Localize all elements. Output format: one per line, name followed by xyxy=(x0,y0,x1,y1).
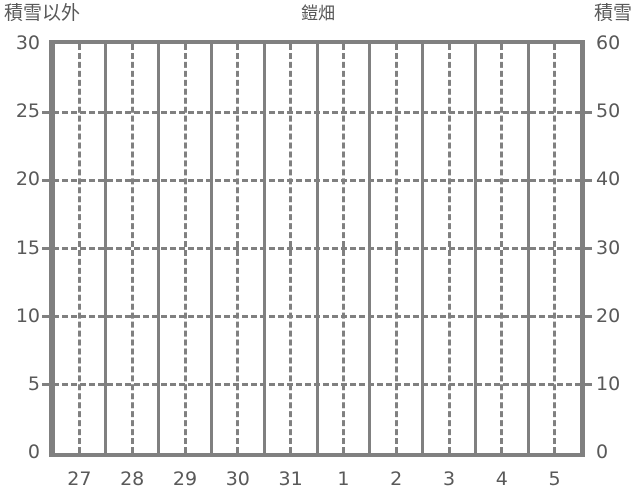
axis-tick-left xyxy=(42,247,49,250)
x-tick-label: 4 xyxy=(495,468,508,490)
y-tick-label-right: 30 xyxy=(596,236,621,259)
y-tick-label-right: 0 xyxy=(596,441,609,463)
gridline-horizontal xyxy=(53,315,581,319)
y-tick-label-left: 25 xyxy=(15,100,40,123)
x-tick-label: 31 xyxy=(278,468,303,490)
x-tick-label: 3 xyxy=(442,468,456,490)
axis-tick-right xyxy=(585,247,592,250)
axis-tick-right xyxy=(585,315,592,319)
x-tick-label: 27 xyxy=(67,468,92,490)
axis-tick-right xyxy=(585,178,592,182)
axis-tick-left xyxy=(42,178,49,182)
y-tick-label-right: 20 xyxy=(596,304,621,327)
axis-tick-left xyxy=(42,110,49,114)
y-tick-label-left: 20 xyxy=(15,168,40,191)
x-tick-label: 1 xyxy=(337,468,350,490)
y-tick-label-left: 5 xyxy=(27,372,40,395)
gridline-horizontal xyxy=(53,110,581,114)
plot-area xyxy=(49,40,585,457)
left-axis-title: 積雪以外 xyxy=(4,2,81,24)
gridline-horizontal xyxy=(53,383,581,387)
gridline-horizontal xyxy=(53,247,581,250)
y-tick-label-left: 30 xyxy=(15,32,40,54)
right-axis-title: 積雪 xyxy=(593,2,632,24)
y-tick-label-right: 50 xyxy=(596,100,621,123)
x-tick-label: 28 xyxy=(120,468,145,490)
x-tick-label: 29 xyxy=(172,468,198,490)
y-tick-label-left: 10 xyxy=(15,304,40,327)
plot-grid xyxy=(53,44,581,453)
y-tick-label-left: 15 xyxy=(15,236,40,259)
y-tick-label-right: 40 xyxy=(596,168,621,191)
x-tick-label: 2 xyxy=(390,468,403,490)
axis-tick-left xyxy=(42,383,49,387)
axis-tick-left xyxy=(42,315,49,319)
gridline-horizontal xyxy=(53,178,581,182)
y-tick-label-left: 0 xyxy=(27,441,40,463)
axis-tick-right xyxy=(585,110,592,114)
x-tick-label: 5 xyxy=(548,468,561,490)
x-tick-label: 30 xyxy=(225,468,250,490)
y-tick-label-right: 10 xyxy=(596,372,621,395)
axis-tick-right xyxy=(585,383,592,387)
y-tick-label-right: 60 xyxy=(596,32,621,54)
chart-title: 鎧畑 xyxy=(301,4,335,24)
